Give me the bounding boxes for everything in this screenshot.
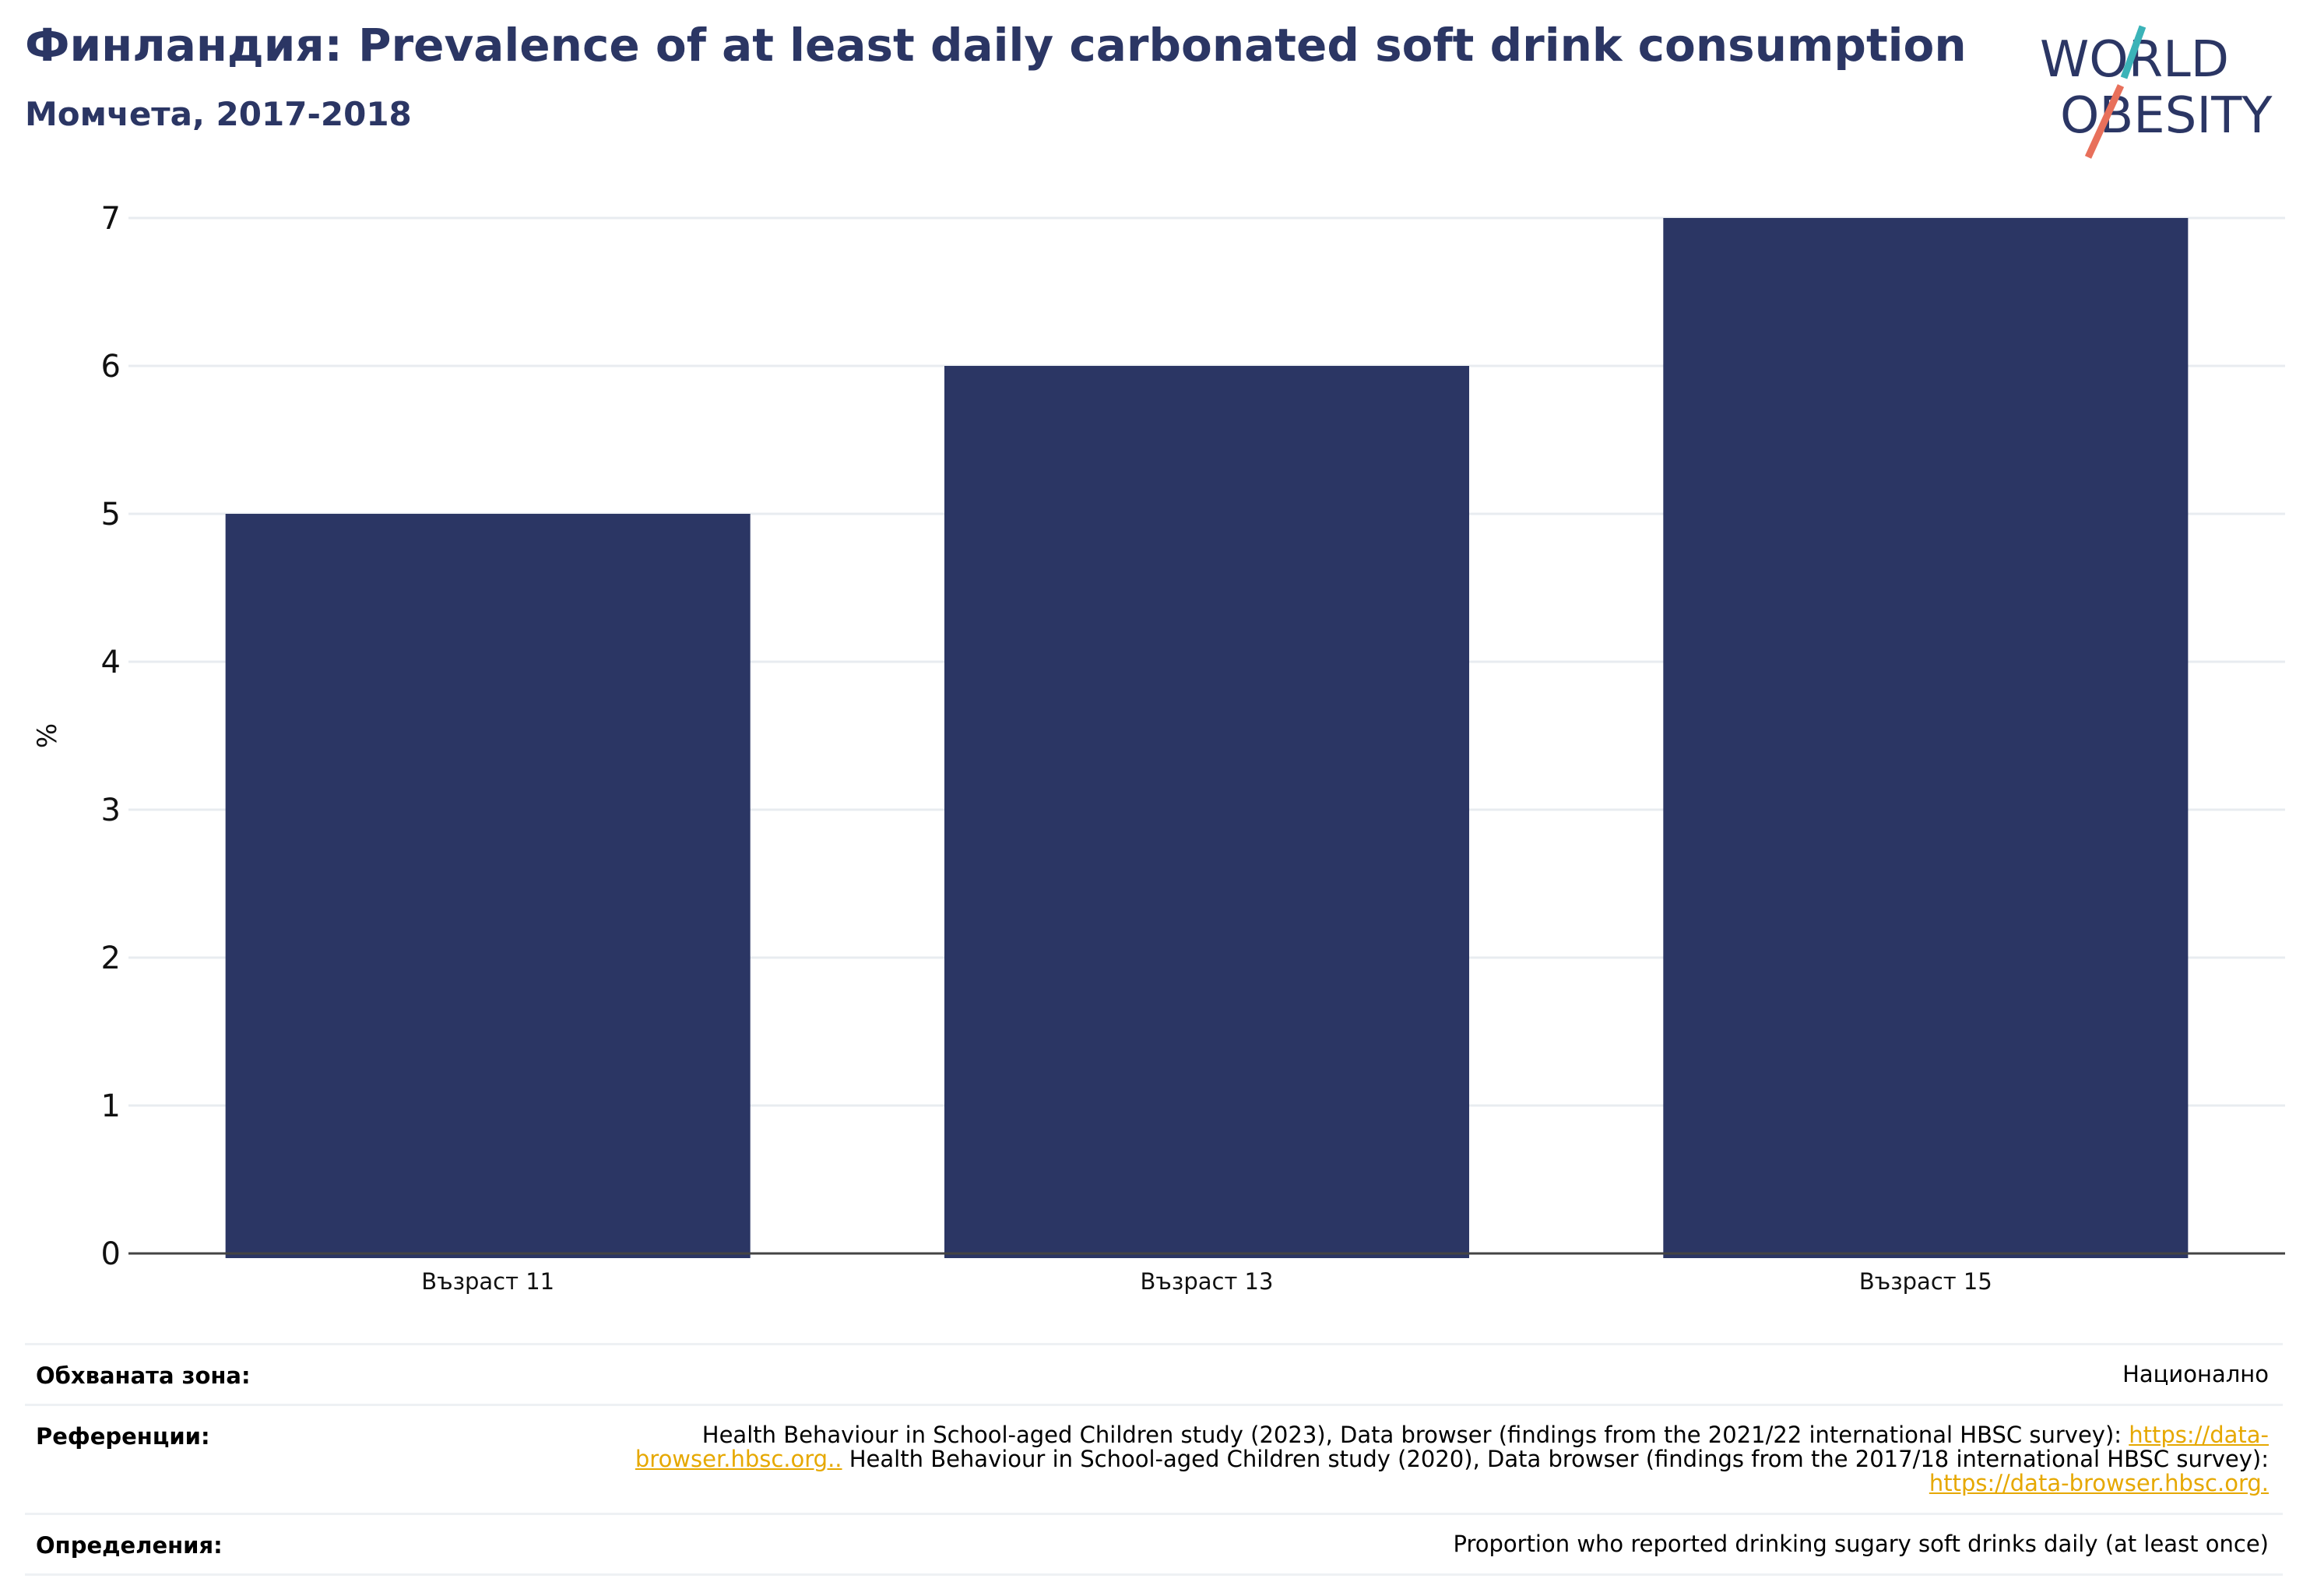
bar xyxy=(225,514,751,1258)
chart-subtitle: Момчета, 2017-2018 xyxy=(25,95,412,133)
coverage-value: Национално xyxy=(2122,1361,2269,1387)
y-tick-label: 7 xyxy=(101,201,121,237)
logo-slash-top xyxy=(2120,25,2147,79)
footer-row-coverage: Обхваната зона: Национално xyxy=(25,1343,2283,1404)
y-tick-label: 0 xyxy=(101,1236,121,1272)
x-tick-label: Възраст 11 xyxy=(421,1268,554,1295)
footer-row-references: Референции: Health Behaviour in School-a… xyxy=(25,1404,2283,1513)
y-tick-label: 6 xyxy=(101,349,121,385)
y-tick-label: 4 xyxy=(101,645,121,680)
references-value: Health Behaviour in School-aged Children… xyxy=(25,1406,2283,1513)
definitions-label: Определения: xyxy=(36,1532,223,1559)
bar xyxy=(944,366,1470,1258)
y-tick-label: 2 xyxy=(101,940,121,976)
reference-link-1[interactable]: https://data-browser.hbsc.org.. xyxy=(635,1422,2269,1472)
reference-link-2[interactable]: https://data-browser.hbsc.org. xyxy=(1929,1470,2269,1496)
bar-chart: 0 1 2 3 4 5 6 7 Възраст 11 Възраст 13 Възраст 15% xyxy=(32,201,2285,1295)
definitions-value: Proportion who reported drinking sugary … xyxy=(1453,1531,2269,1557)
y-axis-label: % xyxy=(32,723,63,748)
coverage-label: Обхваната зона: xyxy=(36,1362,251,1389)
references-label: Референции: xyxy=(36,1423,210,1450)
x-tick-label: Възраст 13 xyxy=(1141,1268,1274,1295)
y-tick-label: 5 xyxy=(101,497,121,533)
y-tick-label: 1 xyxy=(101,1088,121,1124)
footer-table: Обхваната зона: Национално Референции: H… xyxy=(25,1343,2283,1576)
chart-title: Финландия: Prevalence of at least daily … xyxy=(25,19,1967,72)
reference-text-2: Health Behaviour in School-aged Children… xyxy=(842,1446,2269,1472)
logo-slash-bottom xyxy=(2084,84,2125,159)
footer-row-definitions: Определения: Proportion who reported dri… xyxy=(25,1513,2283,1576)
bar xyxy=(1663,218,2189,1258)
world-obesity-logo: WORLD OBESITY xyxy=(2040,25,2273,159)
reference-text-1: Health Behaviour in School-aged Children… xyxy=(701,1422,2129,1448)
y-tick-label: 3 xyxy=(101,793,121,828)
x-tick-label: Възраст 15 xyxy=(1859,1268,1992,1295)
